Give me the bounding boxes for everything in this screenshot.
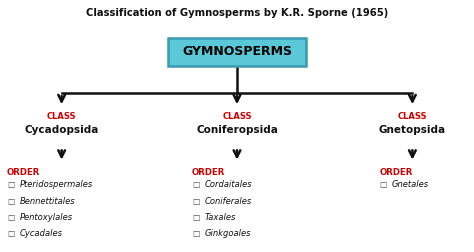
Text: □: □: [7, 180, 14, 189]
Text: Bennettitales: Bennettitales: [20, 197, 75, 206]
Text: □: □: [7, 197, 14, 206]
Text: □: □: [379, 180, 386, 189]
Text: ORDER: ORDER: [192, 168, 225, 177]
Text: ORDER: ORDER: [379, 168, 412, 177]
Text: □: □: [7, 213, 14, 222]
Text: □: □: [192, 229, 199, 238]
Text: Taxales: Taxales: [205, 213, 236, 222]
Text: □: □: [7, 229, 14, 238]
Text: Coniferales: Coniferales: [205, 197, 252, 206]
Text: Coniferopsida: Coniferopsida: [196, 125, 278, 135]
Text: CLASS: CLASS: [222, 112, 252, 121]
Text: Classification of Gymnosperms by K.R. Sporne (1965): Classification of Gymnosperms by K.R. Sp…: [86, 8, 388, 18]
Text: Ginkgoales: Ginkgoales: [205, 229, 251, 238]
Text: Pentoxylales: Pentoxylales: [20, 213, 73, 222]
Text: GYMNOSPERMS: GYMNOSPERMS: [182, 45, 292, 58]
Text: ORDER: ORDER: [7, 168, 40, 177]
Text: Cycadales: Cycadales: [20, 229, 63, 238]
Text: Gnetopsida: Gnetopsida: [379, 125, 446, 135]
Text: □: □: [192, 197, 199, 206]
Text: □: □: [192, 213, 199, 222]
Text: CLASS: CLASS: [398, 112, 427, 121]
FancyBboxPatch shape: [168, 38, 306, 66]
Text: CLASS: CLASS: [47, 112, 76, 121]
Text: □: □: [192, 180, 199, 189]
Text: Pteridospermales: Pteridospermales: [20, 180, 93, 189]
Text: Gnetales: Gnetales: [392, 180, 429, 189]
Text: Cordaitales: Cordaitales: [205, 180, 252, 189]
Text: Cycadopsida: Cycadopsida: [25, 125, 99, 135]
